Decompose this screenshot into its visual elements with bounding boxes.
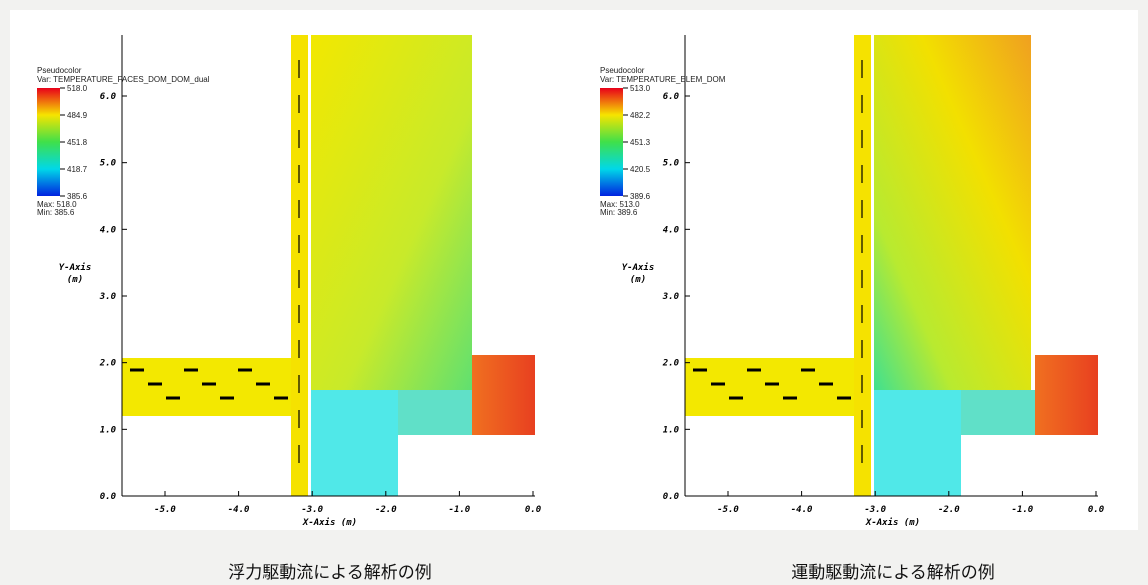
bottom-step bbox=[961, 390, 1035, 435]
y-tick-label: 6.0 bbox=[100, 92, 117, 102]
chamber bbox=[311, 35, 472, 390]
colorbar bbox=[37, 88, 60, 196]
riser-channel bbox=[854, 35, 871, 496]
legend-max: Max: 518.0 bbox=[37, 200, 77, 209]
y-tick-label: 1.0 bbox=[663, 425, 680, 435]
y-tick-label: 2.0 bbox=[99, 359, 117, 369]
y-tick-label: 4.0 bbox=[100, 225, 117, 235]
x-tick-label: -5.0 bbox=[154, 505, 176, 515]
colorbar-label: 518.0 bbox=[67, 84, 88, 93]
colorbar-label: 513.0 bbox=[630, 84, 651, 93]
y-tick-label: 1.0 bbox=[100, 425, 117, 435]
x-axis-label: X-Axis (m) bbox=[302, 517, 357, 528]
y-tick-label: 5.0 bbox=[100, 159, 117, 169]
legend-variable: Var: TEMPERATURE_FACES_DOM_DOM_dual bbox=[37, 75, 210, 84]
legend-min: Min: 385.6 bbox=[37, 208, 75, 217]
bottom-step bbox=[398, 390, 472, 435]
colorbar-label: 484.9 bbox=[67, 111, 88, 120]
colorbar-label: 420.5 bbox=[630, 165, 651, 174]
y-axis-unit: (m) bbox=[67, 275, 83, 285]
y-tick-label: 2.0 bbox=[662, 359, 680, 369]
colorbar-label: 482.2 bbox=[630, 111, 651, 120]
caption: 運動駆動流による解析の例 bbox=[791, 563, 995, 583]
colorbar-label: 385.6 bbox=[67, 192, 88, 201]
x-tick-label: -2.0 bbox=[938, 505, 960, 515]
colorbar-label: 451.8 bbox=[67, 138, 88, 147]
inlet-channel bbox=[685, 358, 854, 416]
inlet-channel bbox=[122, 358, 291, 416]
colorbar-label: 389.6 bbox=[630, 192, 651, 201]
x-tick-label: -1.0 bbox=[1012, 505, 1034, 515]
y-tick-label: 0.0 bbox=[663, 492, 680, 502]
colorbar-label: 418.7 bbox=[67, 165, 88, 174]
x-tick-label: 0.0 bbox=[1088, 505, 1105, 515]
outlet bbox=[472, 355, 535, 435]
y-tick-label: 6.0 bbox=[663, 92, 680, 102]
bottom-pool bbox=[311, 390, 398, 496]
y-tick-label: 3.0 bbox=[662, 292, 680, 302]
y-tick-label: 0.0 bbox=[100, 492, 117, 502]
riser-channel bbox=[291, 35, 308, 496]
y-axis-unit: (m) bbox=[630, 275, 646, 285]
x-tick-label: 0.0 bbox=[525, 505, 542, 515]
x-tick-label: -1.0 bbox=[449, 505, 471, 515]
legend-max: Max: 513.0 bbox=[600, 200, 640, 209]
y-tick-label: 5.0 bbox=[663, 159, 680, 169]
legend-variable: Var: TEMPERATURE_ELEM_DOM bbox=[600, 75, 726, 84]
x-tick-label: -4.0 bbox=[228, 505, 250, 515]
x-tick-label: -3.0 bbox=[864, 505, 886, 515]
legend-min: Min: 389.6 bbox=[600, 208, 638, 217]
chamber bbox=[874, 35, 1031, 390]
y-axis-label: Y-Axis bbox=[59, 262, 92, 273]
bottom-pool bbox=[874, 390, 961, 496]
colorbar-label: 451.3 bbox=[630, 138, 651, 147]
x-tick-label: -3.0 bbox=[301, 505, 323, 515]
legend-title: Pseudocolor bbox=[600, 66, 645, 75]
y-tick-label: 3.0 bbox=[99, 292, 117, 302]
y-tick-label: 4.0 bbox=[663, 225, 680, 235]
caption: 浮力駆動流による解析の例 bbox=[228, 563, 432, 583]
x-tick-label: -4.0 bbox=[791, 505, 813, 515]
x-tick-label: -2.0 bbox=[375, 505, 397, 515]
outlet bbox=[1035, 355, 1098, 435]
y-axis-label: Y-Axis bbox=[622, 262, 655, 273]
colorbar bbox=[600, 88, 623, 196]
x-axis-label: X-Axis (m) bbox=[865, 517, 920, 528]
legend-title: Pseudocolor bbox=[37, 66, 82, 75]
x-tick-label: -5.0 bbox=[717, 505, 739, 515]
